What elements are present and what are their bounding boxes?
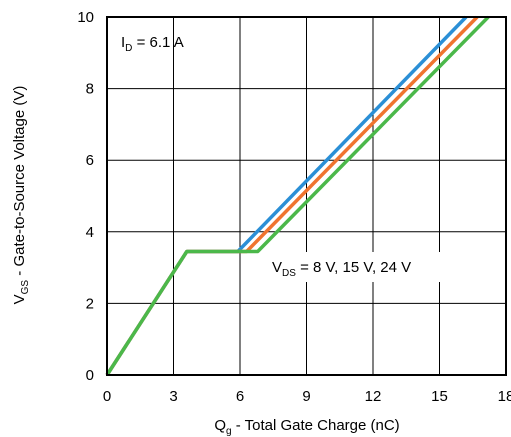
plot-frame [106, 16, 507, 376]
x-tick-label: 6 [236, 388, 244, 405]
x-tick-label: 12 [365, 388, 382, 405]
y-tick-label: 8 [86, 81, 94, 98]
x-tick-label: 18 [498, 388, 511, 405]
series-group [105, 15, 490, 376]
y-axis-ticks: 0 2 4 6 8 10 [77, 9, 94, 384]
y-tick-label: 10 [77, 9, 94, 26]
annotation-vds-background [266, 252, 441, 282]
x-tick-label: 0 [103, 388, 111, 405]
annotation-id: ID = 6.1 A [121, 34, 184, 54]
x-tick-label: 3 [169, 388, 177, 405]
x-axis-title: Qg - Total Gate Charge (nC) [214, 417, 399, 437]
y-tick-label: 6 [86, 152, 94, 169]
y-tick-label: 0 [86, 367, 94, 384]
x-tick-label: 15 [431, 388, 448, 405]
x-axis-ticks: 0 3 6 9 12 15 18 [103, 388, 511, 405]
series-line-1 [105, 15, 468, 376]
y-tick-label: 4 [86, 224, 94, 241]
y-axis-title: VGS - Gate-to-Source Voltage (V) [11, 86, 31, 305]
series-line-3 [105, 15, 490, 376]
y-tick-label: 2 [86, 295, 94, 312]
x-tick-label: 9 [302, 388, 310, 405]
annotation-vds: VDS = 8 V, 15 V, 24 V [272, 259, 411, 279]
grid [106, 16, 507, 376]
